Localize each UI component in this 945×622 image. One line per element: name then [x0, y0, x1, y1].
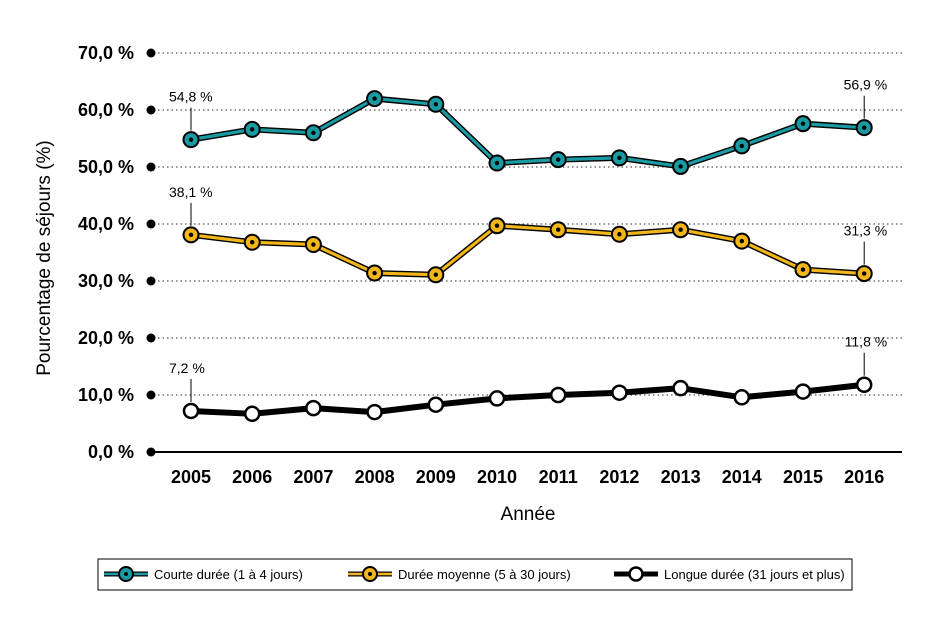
data-label-text: 38,1 %	[169, 184, 213, 200]
data-point-center	[678, 227, 683, 232]
data-label-text: 54,8 %	[169, 89, 213, 105]
data-point	[794, 383, 812, 400]
legend-label: Longue durée (31 jours et plus)	[664, 567, 845, 582]
x-tick-label: 2006	[232, 467, 272, 487]
y-tick-label: 20,0 %	[78, 328, 134, 348]
data-point	[611, 384, 628, 401]
x-tick-label: 2013	[661, 467, 701, 487]
y-tick-label: 60,0 %	[78, 100, 134, 120]
y-tick-dot	[146, 447, 156, 457]
x-tick-label: 2008	[355, 467, 395, 487]
data-point	[366, 403, 383, 421]
data-point-center	[494, 160, 500, 166]
data-point-center	[250, 240, 255, 245]
legend-swatch-center	[368, 572, 372, 576]
y-tick-label: 40,0 %	[78, 214, 134, 234]
data-point-center	[617, 155, 622, 161]
x-tick-label: 2011	[539, 467, 578, 487]
data-point-center	[494, 223, 500, 228]
data-point-center	[617, 232, 622, 237]
series-group	[182, 90, 873, 423]
data-point	[672, 379, 689, 397]
y-tick-dot	[146, 333, 156, 343]
series-line-2	[190, 381, 865, 417]
x-tick-label: 2007	[293, 467, 333, 487]
data-point	[733, 389, 751, 406]
y-axis-title: Pourcentage de séjours (%)	[34, 140, 55, 376]
data-point-center	[556, 157, 561, 162]
data-point-center	[739, 238, 744, 244]
legend-box	[97, 558, 853, 591]
data-point-center	[678, 164, 683, 169]
x-tick-label: 2009	[416, 467, 456, 487]
data-point-center	[862, 125, 867, 130]
y-tick-label: 10,0 %	[78, 385, 134, 405]
data-point-center	[800, 121, 806, 126]
y-tick-dot	[146, 105, 156, 115]
data-point-center	[739, 143, 744, 149]
data-point-center	[372, 96, 377, 101]
data-point-center	[372, 270, 377, 276]
data-point	[182, 402, 200, 420]
y-tick-dot	[146, 219, 156, 229]
x-tick-label: 2012	[599, 467, 639, 487]
data-point	[243, 405, 261, 423]
data-labels: 54,8 % 56,9 % 38,1 % 31,3 % 7,2 % 11,8 %	[169, 77, 887, 402]
data-label-text: 7,2 %	[169, 360, 205, 376]
y-tick-label: 0,0 %	[88, 442, 134, 462]
data-point	[305, 399, 322, 417]
x-axis-title: Année	[501, 504, 556, 525]
data-point	[855, 376, 873, 393]
data-label-text: 56,9 %	[844, 77, 888, 93]
data-label-text: 11,8 %	[845, 334, 888, 350]
legend: Courte durée (1 à 4 jours) Durée moyenne …	[104, 566, 845, 582]
data-point	[549, 386, 567, 404]
data-point-center	[433, 272, 438, 277]
y-tick-label: 70,0 %	[78, 43, 134, 63]
data-point	[488, 390, 506, 407]
legend-swatch-marker	[628, 566, 644, 582]
legend-label: Courte durée (1 à 4 jours)	[154, 567, 303, 582]
y-tick-dot	[146, 276, 156, 286]
y-axis-ticks: 0,0 % 10,0 % 20,0 % 30,0 % 40,0 % 50,0 % 60,0 …	[78, 43, 156, 462]
x-axis-ticks: 2005 2006 2007 2008 2009 2010 2011 2012 2013 2014…	[171, 467, 884, 487]
data-point-center	[311, 130, 316, 135]
data-point-center	[188, 232, 194, 238]
x-tick-label: 2015	[783, 467, 823, 487]
data-point-center	[433, 102, 438, 107]
legend-swatch-center	[124, 572, 128, 576]
grid-lines	[151, 52, 902, 453]
data-label-text: 31,3 %	[844, 223, 888, 239]
data-point-center	[862, 271, 867, 276]
y-tick-dot	[146, 162, 156, 172]
data-point-center	[188, 137, 194, 142]
data-point-center	[311, 242, 316, 247]
series-line-1	[190, 224, 865, 277]
data-point-center	[556, 227, 561, 232]
data-point-center	[250, 127, 255, 132]
legend-label: Durée moyenne (5 à 30 jours)	[398, 567, 571, 582]
x-tick-label: 2005	[171, 467, 211, 487]
data-point	[427, 396, 445, 413]
x-tick-label: 2016	[844, 467, 884, 487]
data-point-center	[800, 267, 806, 272]
y-tick-dot	[146, 48, 156, 58]
x-tick-label: 2010	[477, 467, 517, 487]
y-tick-label: 30,0 %	[78, 271, 134, 291]
y-tick-label: 50,0 %	[78, 157, 134, 177]
y-tick-dot	[146, 390, 156, 400]
x-tick-label: 2014	[722, 467, 762, 487]
series-line-0	[190, 96, 865, 169]
